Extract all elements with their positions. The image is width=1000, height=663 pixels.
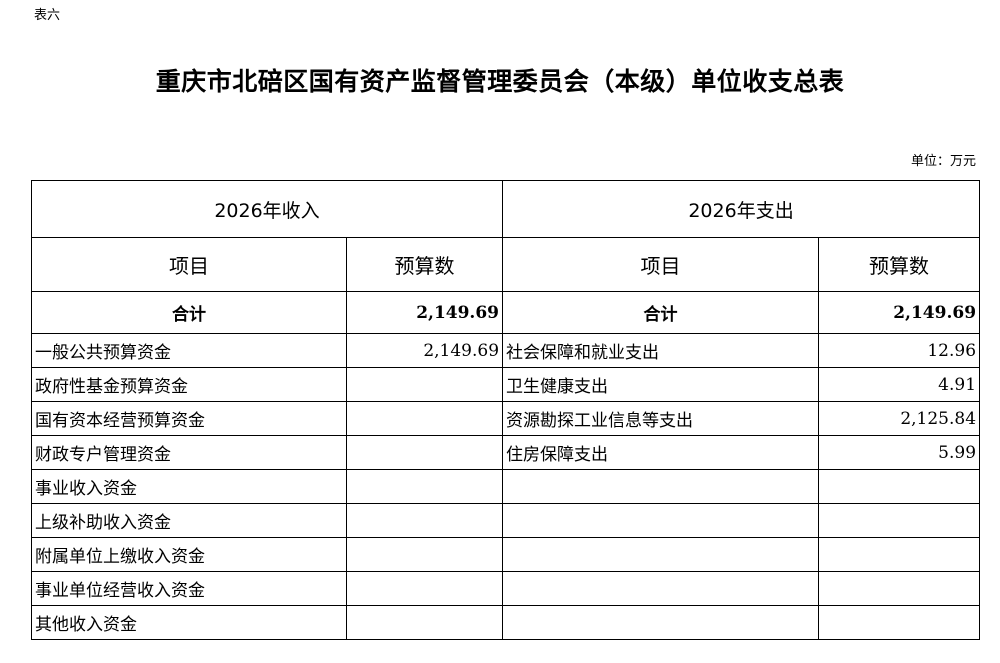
table-row: 上级补助收入资金 xyxy=(31,503,981,538)
total-row: 合计 2,149.69 合计 2,149.69 xyxy=(31,291,981,334)
expense-amount: 2,125.84 xyxy=(818,401,981,436)
income-total: 2,149.69 xyxy=(345,291,504,334)
income-header: 2026年收入 xyxy=(30,180,504,238)
income-item: 事业收入资金 xyxy=(31,469,347,504)
income-amount xyxy=(345,435,504,470)
expense-item: 住房保障支出 xyxy=(502,435,820,470)
expense-amount xyxy=(818,537,981,572)
expense-item xyxy=(502,571,820,606)
income-item-header: 项目 xyxy=(31,237,347,292)
header-row: 2026年收入 2026年支出 xyxy=(30,180,981,238)
expense-amount xyxy=(818,469,981,504)
income-item: 附属单位上缴收入资金 xyxy=(31,537,347,572)
income-amount xyxy=(345,503,504,538)
income-item: 上级补助收入资金 xyxy=(31,503,347,538)
income-item: 国有资本经营预算资金 xyxy=(31,401,347,436)
expense-amount: 5.99 xyxy=(818,435,981,470)
expense-item xyxy=(502,537,820,572)
page-title: 重庆市北碚区国有资产监督管理委员会（本级）单位收支总表 xyxy=(155,67,845,96)
expense-total: 2,149.69 xyxy=(818,291,981,334)
income-amount-header: 预算数 xyxy=(345,237,504,292)
income-amount xyxy=(345,605,504,640)
expense-item-header: 项目 xyxy=(502,237,820,292)
table-row: 其他收入资金 xyxy=(31,605,981,640)
expense-item xyxy=(502,605,820,640)
income-item: 政府性基金预算资金 xyxy=(31,367,347,402)
income-amount xyxy=(345,571,504,606)
income-amount xyxy=(345,469,504,504)
income-item: 其他收入资金 xyxy=(31,605,347,640)
table-row: 国有资本经营预算资金 资源勘探工业信息等支出 2,125.84 xyxy=(31,401,981,436)
income-amount: 2,149.69 xyxy=(345,333,504,368)
expense-amount-header: 预算数 xyxy=(818,237,981,292)
income-total-label: 合计 xyxy=(31,291,347,334)
income-amount xyxy=(345,537,504,572)
expense-item: 资源勘探工业信息等支出 xyxy=(502,401,820,436)
expense-header: 2026年支出 xyxy=(502,180,981,238)
table-row: 政府性基金预算资金 卫生健康支出 4.91 xyxy=(31,367,981,402)
expense-item xyxy=(502,469,820,504)
income-item: 财政专户管理资金 xyxy=(31,435,347,470)
income-amount xyxy=(345,401,504,436)
expense-amount: 12.96 xyxy=(818,333,981,368)
table-row: 事业单位经营收入资金 xyxy=(31,571,981,606)
column-header-row: 项目 预算数 项目 预算数 xyxy=(31,237,981,292)
expense-amount xyxy=(818,571,981,606)
unit-label: 单位：万元 xyxy=(910,154,976,169)
expense-amount: 4.91 xyxy=(818,367,981,402)
expense-item xyxy=(502,503,820,538)
income-item: 事业单位经营收入资金 xyxy=(31,571,347,606)
income-amount xyxy=(345,367,504,402)
expense-item: 社会保障和就业支出 xyxy=(502,333,820,368)
table-row: 附属单位上缴收入资金 xyxy=(31,537,981,572)
table-row: 一般公共预算资金 2,149.69 社会保障和就业支出 12.96 xyxy=(31,333,981,368)
table-row: 事业收入资金 xyxy=(31,469,981,504)
budget-table: 2026年收入 2026年支出 项目 预算数 项目 预算数 合计 2,149.6… xyxy=(30,180,981,640)
table-number: 表六 xyxy=(34,8,61,23)
table-row: 财政专户管理资金 住房保障支出 5.99 xyxy=(31,435,981,470)
expense-item: 卫生健康支出 xyxy=(502,367,820,402)
income-item: 一般公共预算资金 xyxy=(31,333,347,368)
expense-total-label: 合计 xyxy=(502,291,820,334)
expense-amount xyxy=(818,605,981,640)
expense-amount xyxy=(818,503,981,538)
